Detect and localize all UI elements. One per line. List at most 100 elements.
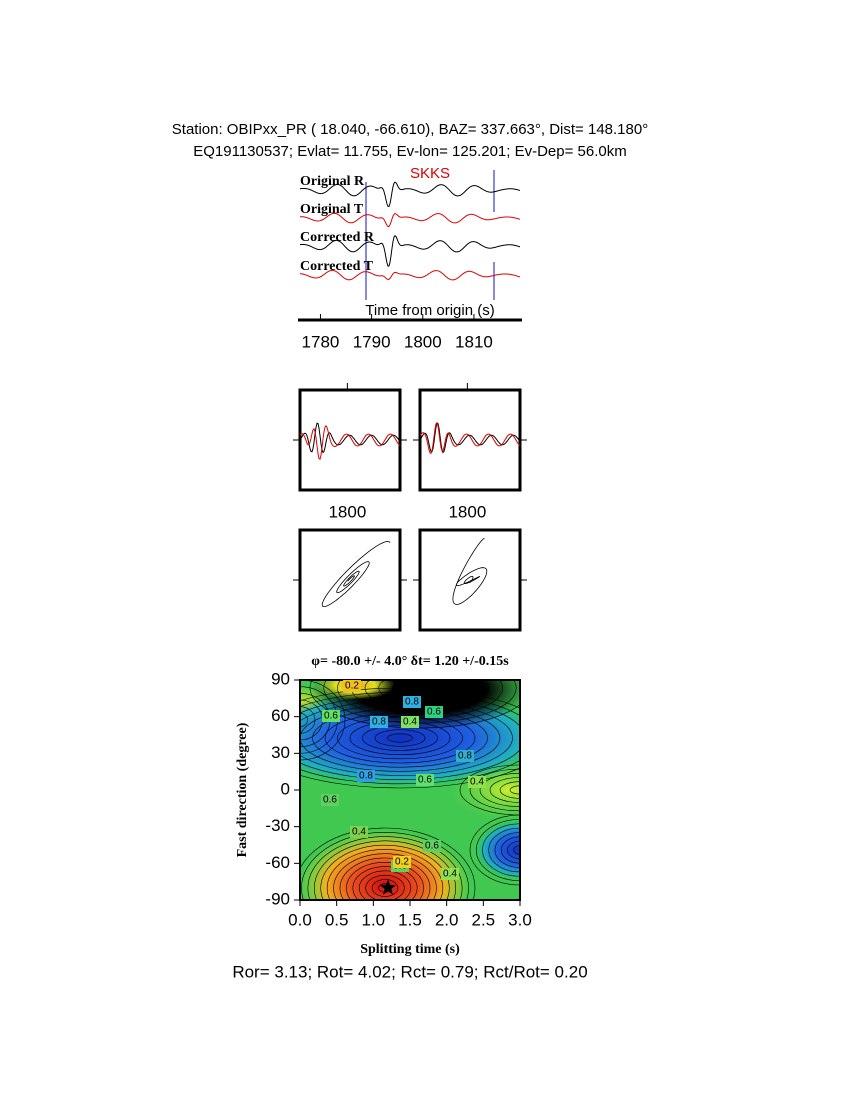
contour-line [301, 832, 469, 900]
contour-line [513, 845, 520, 855]
particle-panel [298, 528, 402, 632]
contour-line [352, 866, 418, 900]
x-axis-label: Splitting time (s) [360, 942, 460, 957]
contour-line [307, 836, 463, 900]
y-axis-label: Fast direction (degree) [235, 722, 250, 857]
x-tick-label: 1800 [404, 332, 442, 351]
waveform [300, 212, 521, 228]
contour-line [312, 708, 488, 768]
x-tick-label: 1810 [455, 332, 493, 351]
contour-line [300, 706, 316, 734]
contour-line [482, 823, 520, 877]
contour-line [489, 777, 520, 803]
contour-line [365, 874, 405, 900]
header-line: EQ191130537; Evlat= 11.755, Ev-lon= 125.… [193, 143, 626, 160]
waveform [419, 422, 521, 454]
contour-line [349, 721, 451, 755]
header-line: Station: OBIPxx_PR ( 18.040, -66.610), B… [172, 121, 648, 138]
contour-line [358, 870, 412, 900]
contour-label-bg [357, 770, 375, 782]
contour-line [387, 733, 413, 743]
waveform [299, 181, 521, 208]
contour-label: 0.2 [345, 681, 359, 692]
contour-label: 0.4 [352, 827, 366, 838]
contour-line [326, 849, 444, 900]
trace-label: Corrected R [300, 230, 375, 245]
contour-line [324, 712, 476, 764]
x-tick-label: 3.0 [508, 910, 532, 929]
contour-label-bg [322, 710, 340, 722]
contour-label: 0.4 [403, 717, 417, 728]
contour-label-bg [393, 856, 411, 868]
contour-line [300, 691, 520, 785]
trace-label: Original R [300, 174, 365, 189]
x-tick-label: 1800 [328, 502, 366, 521]
contour-line [405, 682, 435, 694]
contour-line [500, 836, 520, 864]
contour-label-bg [441, 868, 459, 880]
contour-label: 0.4 [470, 777, 484, 788]
particle-motion [321, 540, 391, 607]
contour-line [346, 861, 424, 900]
waveform [299, 422, 401, 454]
waveform [299, 234, 521, 267]
waveform [299, 424, 401, 460]
contour-label-bg [321, 794, 339, 806]
x-tick-label: 1.5 [398, 910, 422, 929]
y-tick-label: -60 [265, 853, 290, 872]
contour-line [300, 680, 346, 761]
contour-label-bg [370, 716, 388, 728]
contour-label-bg [456, 750, 474, 762]
x-tick-label: 0.5 [325, 910, 349, 929]
contour-label: 0.8 [372, 717, 386, 728]
contour-label-bg [350, 826, 368, 838]
particle-motion [452, 537, 488, 605]
contour-line [300, 696, 520, 780]
y-tick-label: 60 [271, 706, 290, 725]
contour-line [300, 713, 308, 727]
contour-line [374, 729, 426, 747]
contour-line [300, 687, 520, 789]
contour-label: 0.6 [323, 795, 337, 806]
contour-label-bg [343, 680, 361, 692]
x-tick-label: 2.5 [472, 910, 496, 929]
contour-line [300, 704, 501, 772]
trace-label: Original T [300, 202, 364, 217]
contour-line [488, 827, 520, 873]
contour-line [339, 857, 431, 900]
y-tick-label: -30 [265, 816, 290, 835]
trace-label: Corrected T [300, 259, 374, 274]
waveform [419, 421, 521, 455]
grid-title: φ= -80.0 +/- 4.0° δt= 1.20 +/-0.15s [311, 654, 509, 669]
contour-line [494, 832, 520, 868]
contour-line [323, 680, 517, 724]
contour-line [509, 785, 520, 795]
contour-line [320, 844, 450, 900]
contour-label-bg [401, 716, 419, 728]
contour-line [475, 819, 520, 881]
contour-label: 0.6 [427, 707, 441, 718]
contour-label: 0.6 [324, 711, 338, 722]
contour-line [333, 853, 437, 900]
contour-label-bg [468, 776, 486, 788]
y-tick-label: 0 [281, 779, 290, 798]
x-tick-label: 1800 [448, 502, 486, 521]
contour-line [300, 827, 476, 900]
x-tick-label: 1780 [302, 332, 340, 351]
contour-line [499, 781, 520, 799]
contour-line [362, 725, 438, 751]
y-tick-label: -90 [265, 889, 290, 908]
contour-line [300, 700, 513, 776]
contour-label: 0.8 [405, 697, 419, 708]
contour-label: 0.8 [359, 771, 373, 782]
footer: Ror= 3.13; Rot= 4.02; Rct= 0.79; Rct/Rot… [232, 962, 587, 981]
x-tick-label: 1790 [353, 332, 391, 351]
contour-label-bg [425, 706, 443, 718]
x-axis-label: Time from origin (s) [365, 302, 494, 319]
contour-line [337, 680, 503, 719]
contour-label: 0.6 [418, 775, 432, 786]
contour-line [459, 764, 520, 816]
contour-label-bg [403, 696, 421, 708]
contour-label-bg [416, 774, 434, 786]
